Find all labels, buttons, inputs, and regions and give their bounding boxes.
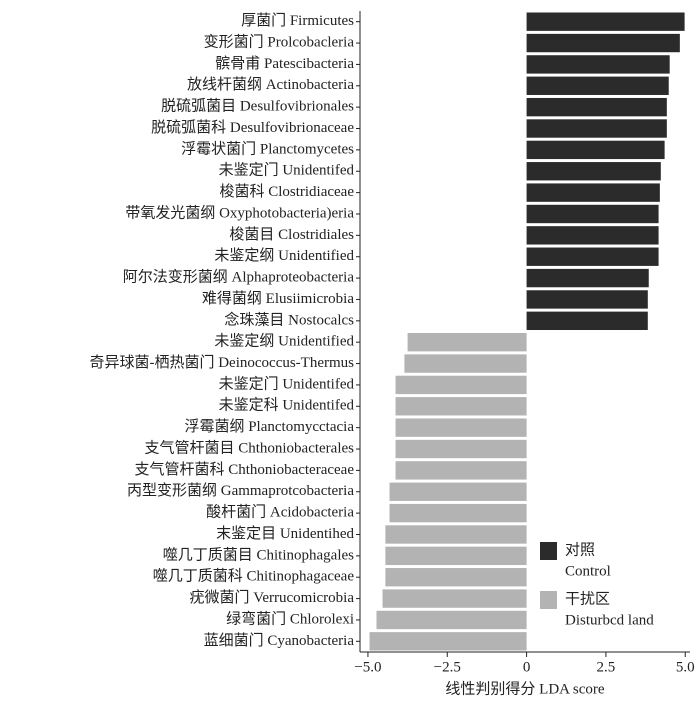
y-tick-label: 未鉴定科 Unidentifed [219, 397, 355, 414]
bar [526, 119, 667, 138]
bar [526, 183, 660, 202]
bar [526, 204, 659, 224]
x-tick-label: 0 [523, 659, 531, 675]
bar [395, 397, 527, 416]
y-tick-label: 奇异球菌-栖热菌门 Deinococcus-Thermus [89, 354, 354, 371]
y-tick-label: 未鉴定门 Unidentifed [219, 162, 355, 179]
bar [526, 268, 649, 288]
y-tick-label: 难得菌纲 Elusiimicrobia [202, 290, 354, 307]
y-tick-label: 丙型变形菌纲 Gammaprotcobacteria [127, 482, 354, 499]
x-axis-label: 线性判别得分 LDA score [445, 680, 604, 697]
bar [385, 525, 527, 544]
x-tick-label: 5.0 [676, 659, 695, 675]
y-tick-label: 支气管杆菌目 Chthoniobacterales [144, 439, 354, 456]
bar [395, 461, 527, 480]
bar [526, 97, 667, 117]
bar [526, 76, 669, 95]
legend-label: Control [565, 563, 611, 579]
bar [395, 439, 527, 459]
bar [385, 546, 527, 566]
y-tick-label: 绿弯菌门 Chlorolexi [226, 610, 354, 627]
y-tick-label: 梭菌科 Clostridiaceae [219, 182, 354, 200]
bar [407, 332, 527, 352]
y-tick-label: 阿尔法变形菌纲 Alphaproteobacteria [123, 269, 355, 286]
y-tick-label: 噬几丁质菌科 Chitinophagaceae [153, 568, 355, 585]
bar [526, 55, 670, 74]
legend-swatch [540, 591, 557, 609]
y-tick-label: 脱硫弧菌目 Desulfovibrionales [161, 98, 354, 115]
bar [369, 632, 527, 651]
y-tick-label: 浮霉菌纲 Planctomycctacia [184, 418, 354, 435]
bar [526, 140, 665, 160]
bar [395, 375, 527, 395]
bar [376, 610, 527, 630]
y-tick-label: 未鉴定纲 Unidentified [214, 247, 354, 264]
y-tick-label: 放线杆菌纲 Actinobacteria [187, 76, 354, 93]
legend-label: Disturbcd land [565, 612, 654, 628]
y-tick-label: 支气管杆菌科 Chthoniobacteraceae [134, 461, 354, 478]
bar [404, 354, 527, 373]
y-tick-label: 酸杆菌门 Acidobacteria [206, 504, 354, 521]
y-tick-label: 未鉴定纲 Unidentified [214, 333, 354, 350]
bar [382, 589, 527, 608]
y-tick-label: 变形菌门 Prolcobacleria [204, 33, 355, 50]
bar [389, 503, 527, 523]
bar [526, 247, 659, 266]
bar [526, 290, 648, 309]
bar [526, 12, 685, 31]
bar [385, 568, 527, 587]
x-tick-label: −5.0 [354, 659, 381, 675]
y-tick-label: 厚菌门 Firmicutes [241, 12, 354, 29]
y-tick-label: 带氧发光菌纲 Oxyphotobacteria)eria [125, 204, 354, 221]
y-tick-label: 念珠藻目 Nostocalcs [224, 310, 354, 328]
bar [526, 162, 661, 181]
x-tick-label: 2.5 [597, 659, 616, 675]
y-tick-label: 疣微菌门 Verrucomicrobia [189, 589, 354, 606]
y-tick-label: 蓝细菌门 Cyanobacteria [204, 632, 355, 649]
bar [526, 226, 659, 245]
legend-label: 干扰区 [565, 590, 610, 607]
y-tick-label: 末鉴定目 Unidentihed [216, 525, 354, 542]
y-tick-label: 噬几丁质菌目 Chitinophagales [163, 546, 354, 563]
y-tick-label: 髌骨甫 Patescibacteria [215, 55, 354, 72]
bar [395, 418, 527, 437]
bar [389, 482, 527, 501]
y-tick-label: 脱硫弧菌科 Desulfovibrionaceae [151, 119, 354, 136]
x-tick-label: −2.5 [434, 659, 461, 675]
legend-label: 对照 [565, 541, 595, 558]
y-tick-label: 浮霉状菌门 Planctomycetes [181, 140, 354, 157]
bar [526, 33, 680, 53]
bar [526, 311, 648, 331]
y-tick-label: 未鉴定门 Unidentifed [219, 375, 355, 392]
y-tick-label: 梭菌目 Clostridiales [229, 225, 354, 243]
legend-swatch [540, 542, 557, 560]
